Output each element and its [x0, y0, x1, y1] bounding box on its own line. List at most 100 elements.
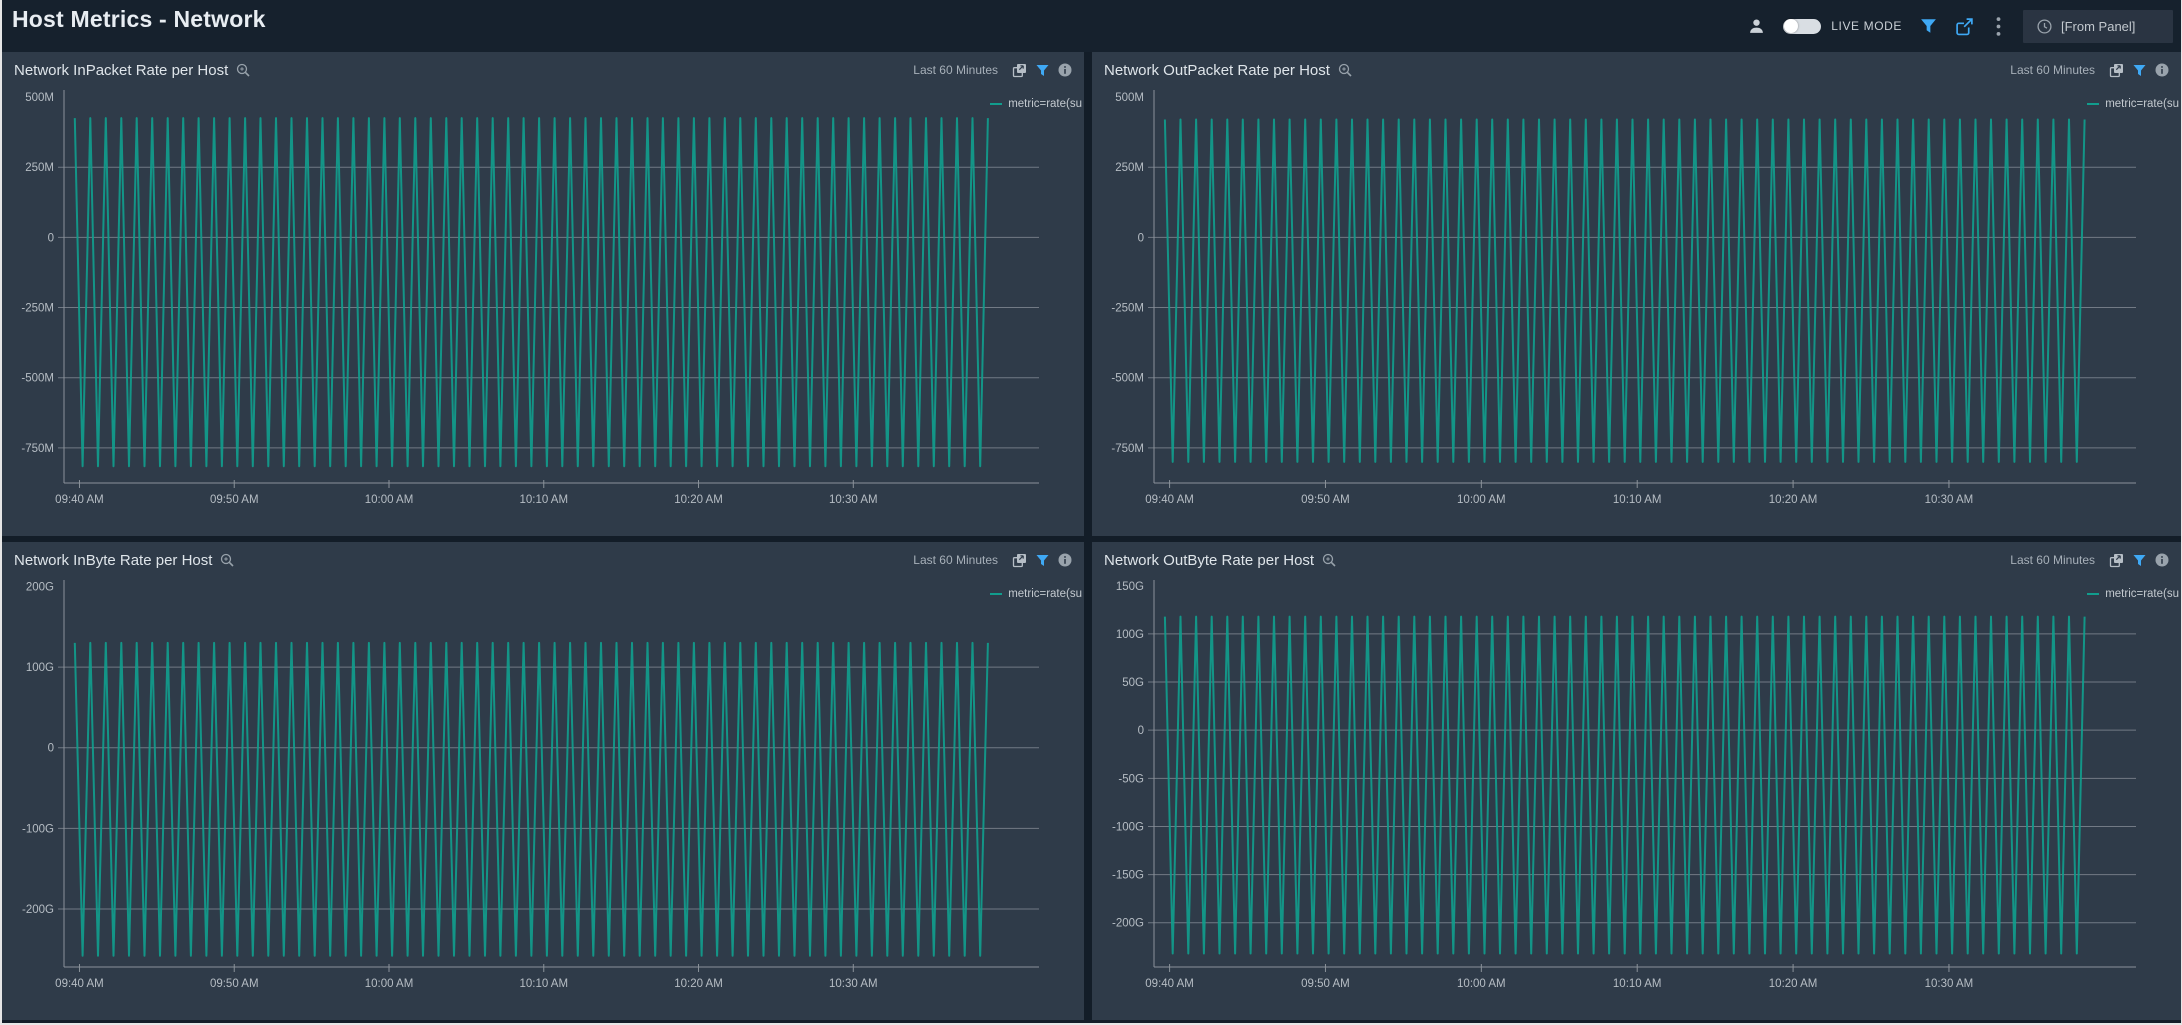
panel-header: Network InPacket Rate per Host Last 60 M…	[2, 52, 1084, 84]
svg-text:09:40 AM: 09:40 AM	[55, 494, 104, 506]
panel-time-range-label: Last 60 Minutes	[913, 553, 998, 567]
info-circle-icon[interactable]	[1058, 63, 1072, 77]
svg-text:09:50 AM: 09:50 AM	[210, 978, 259, 990]
svg-text:10:10 AM: 10:10 AM	[1613, 978, 1662, 990]
panel-filter-icon[interactable]	[2133, 64, 2146, 77]
svg-text:10:10 AM: 10:10 AM	[1613, 494, 1662, 506]
svg-text:10:30 AM: 10:30 AM	[829, 978, 878, 990]
legend-label: metric=rate(su	[2105, 98, 2179, 110]
panel-filter-icon[interactable]	[1036, 64, 1049, 77]
open-in-new-icon[interactable]	[1012, 553, 1027, 568]
time-range-selector[interactable]: [From Panel]	[2023, 9, 2173, 43]
svg-text:09:50 AM: 09:50 AM	[1301, 978, 1350, 990]
panel-header-actions: Last 60 Minutes	[2010, 63, 2169, 78]
legend-swatch	[2087, 593, 2100, 595]
legend-item[interactable]: metric=rate(su	[2087, 98, 2179, 110]
clock-icon	[2037, 18, 2052, 34]
svg-text:10:10 AM: 10:10 AM	[519, 978, 568, 990]
dashboard-grid: Network InPacket Rate per Host Last 60 M…	[2, 52, 2181, 1020]
chart-area[interactable]: 500M 250M 0 -250M -500M -750M 09:40 AM 09:50 AM…	[2, 84, 1084, 536]
legend-item[interactable]: metric=rate(su	[990, 98, 1082, 110]
page-title: Host Metrics - Network	[12, 6, 266, 32]
svg-text:-100G: -100G	[22, 823, 54, 835]
svg-text:-500M: -500M	[21, 373, 54, 385]
svg-text:09:40 AM: 09:40 AM	[55, 978, 104, 990]
svg-text:-250M: -250M	[1111, 303, 1144, 315]
panel-title: Network OutPacket Rate per Host	[1104, 61, 1330, 79]
svg-text:10:20 AM: 10:20 AM	[1769, 978, 1818, 990]
open-in-new-icon[interactable]	[2109, 63, 2124, 78]
legend-item[interactable]: metric=rate(su	[990, 588, 1082, 600]
svg-text:-750M: -750M	[1111, 443, 1144, 455]
chart-area[interactable]: 200G 100G 0 -100G -200G 09:40 AM 09:50 AM 10:00…	[2, 574, 1084, 1020]
svg-text:10:10 AM: 10:10 AM	[519, 494, 568, 506]
panel-filter-icon[interactable]	[1036, 554, 1049, 567]
panel-network-inpacket: Network InPacket Rate per Host Last 60 M…	[2, 52, 1084, 536]
open-in-new-icon[interactable]	[1012, 63, 1027, 78]
magnifier-plus-icon[interactable]	[1322, 553, 1336, 567]
magnifier-plus-icon[interactable]	[220, 553, 234, 567]
svg-text:-50G: -50G	[1118, 773, 1144, 785]
live-mode-group: LIVE MODE	[1783, 18, 1902, 34]
svg-text:500M: 500M	[1115, 92, 1144, 104]
chart-canvas[interactable]: 200G 100G 0 -100G -200G 09:40 AM 09:50 AM 10:00…	[2, 574, 1084, 1020]
svg-text:10:30 AM: 10:30 AM	[1925, 494, 1974, 506]
legend-label: metric=rate(su	[1008, 588, 1082, 600]
svg-text:10:00 AM: 10:00 AM	[365, 978, 414, 990]
svg-text:500M: 500M	[25, 92, 54, 104]
magnifier-plus-icon[interactable]	[1338, 63, 1352, 77]
svg-text:0: 0	[1138, 232, 1144, 244]
svg-text:10:20 AM: 10:20 AM	[1769, 494, 1818, 506]
svg-text:0: 0	[48, 743, 54, 755]
info-circle-icon[interactable]	[2155, 553, 2169, 567]
panel-network-outpacket: Network OutPacket Rate per Host Last 60 …	[1092, 52, 2181, 536]
panel-title: Network InPacket Rate per Host	[14, 61, 229, 79]
time-range-value: [From Panel]	[2061, 18, 2136, 34]
svg-text:-750M: -750M	[21, 443, 54, 455]
svg-text:250M: 250M	[1115, 162, 1144, 174]
legend-swatch	[2087, 103, 2100, 105]
panel-title: Network InByte Rate per Host	[14, 551, 213, 569]
chart-canvas[interactable]: 500M 250M 0 -250M -500M -750M 09:40 AM 09:50 AM…	[1092, 84, 2181, 536]
panel-time-range-label: Last 60 Minutes	[2010, 553, 2095, 567]
open-in-new-icon[interactable]	[2109, 553, 2124, 568]
info-circle-icon[interactable]	[2155, 63, 2169, 77]
legend-swatch	[990, 593, 1003, 595]
svg-text:10:20 AM: 10:20 AM	[674, 978, 723, 990]
svg-text:09:50 AM: 09:50 AM	[1301, 494, 1350, 506]
live-mode-toggle[interactable]	[1783, 18, 1822, 34]
panel-header-actions: Last 60 Minutes	[913, 63, 1072, 78]
header-controls: LIVE MODE [From Panel]	[1748, 9, 2173, 43]
svg-text:-150G: -150G	[1112, 870, 1144, 882]
share-icon[interactable]	[1955, 17, 1974, 36]
chart-canvas[interactable]: 500M 250M 0 -250M -500M -750M 09:40 AM 09:50 AM…	[2, 84, 1084, 536]
person-icon[interactable]	[1748, 18, 1765, 35]
chart-area[interactable]: 500M 250M 0 -250M -500M -750M 09:40 AM 09:50 AM…	[1092, 84, 2181, 536]
chart-canvas[interactable]: 150G 100G 50G 0 -50G -100G -150G -200G 09:40 AM 0…	[1092, 574, 2181, 1020]
filter-icon[interactable]	[1920, 18, 1937, 34]
svg-text:150G: 150G	[1116, 581, 1144, 593]
info-circle-icon[interactable]	[1058, 553, 1072, 567]
legend-item[interactable]: metric=rate(su	[2087, 588, 2179, 600]
toggle-knob	[1784, 19, 1799, 33]
panel-time-range-label: Last 60 Minutes	[2010, 63, 2095, 77]
svg-text:09:40 AM: 09:40 AM	[1145, 978, 1194, 990]
svg-text:10:20 AM: 10:20 AM	[674, 494, 723, 506]
svg-text:0: 0	[1138, 725, 1144, 737]
svg-text:200G: 200G	[26, 581, 54, 593]
magnifier-plus-icon[interactable]	[236, 63, 250, 77]
legend-label: metric=rate(su	[2105, 588, 2179, 600]
live-mode-label: LIVE MODE	[1831, 19, 1902, 33]
chart-area[interactable]: 150G 100G 50G 0 -50G -100G -150G -200G 09:40 AM 0…	[1092, 574, 2181, 1020]
svg-text:-200G: -200G	[22, 904, 54, 916]
svg-text:10:30 AM: 10:30 AM	[829, 494, 878, 506]
dashboard-header: Host Metrics - Network LIVE MODE [From P…	[2, 0, 2181, 52]
panel-title: Network OutByte Rate per Host	[1104, 551, 1315, 569]
svg-text:10:00 AM: 10:00 AM	[1457, 494, 1506, 506]
svg-text:100G: 100G	[1116, 629, 1144, 641]
legend-swatch	[990, 103, 1003, 105]
svg-text:10:30 AM: 10:30 AM	[1925, 978, 1974, 990]
kebab-menu-icon[interactable]	[1992, 16, 2005, 36]
panel-network-inbyte: Network InByte Rate per Host Last 60 Min…	[2, 542, 1084, 1020]
panel-filter-icon[interactable]	[2133, 554, 2146, 567]
